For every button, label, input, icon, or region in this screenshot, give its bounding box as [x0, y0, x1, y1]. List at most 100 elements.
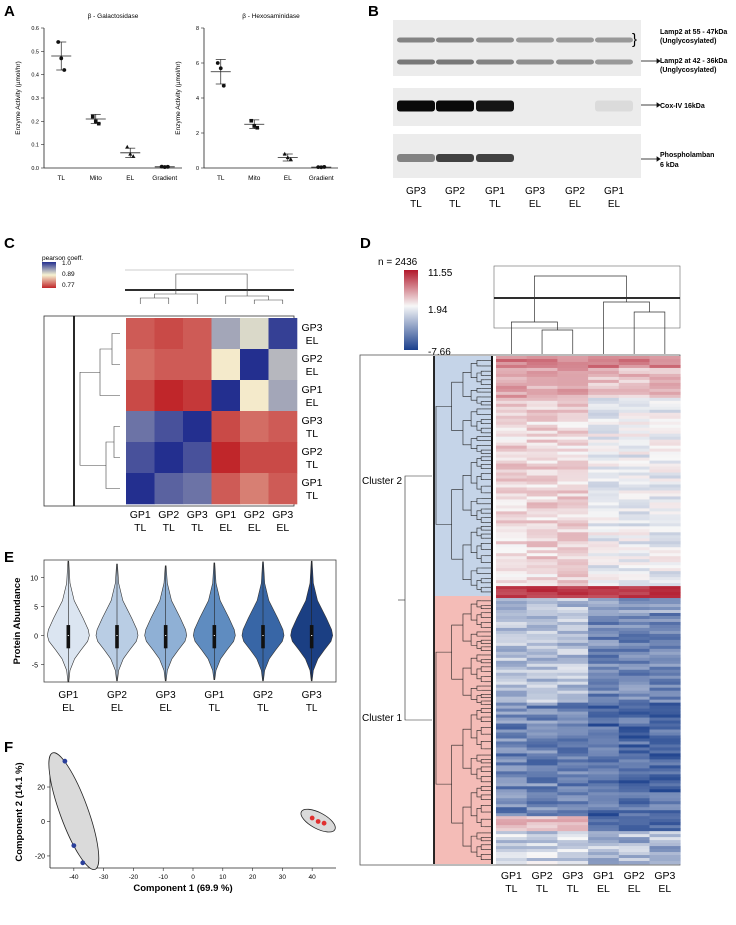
heatmap-row-cell [618, 580, 650, 584]
heatmap-row-cell [496, 636, 528, 641]
heatmap-row-cell [618, 630, 650, 635]
heatmap-row-cell [557, 457, 589, 461]
heatmap-row-cell [496, 529, 528, 533]
heatmap-row-cell [496, 732, 528, 736]
heatmap-row-cell [618, 523, 650, 527]
western-blot: GP3 TL GP2 TL GP1 TL GP3 EL GP2 EL GP1 EL Lamp2 at … [393, 20, 727, 210]
data-point [285, 155, 290, 160]
heatmap-row-cell [649, 726, 681, 730]
heatmap-row-cell [649, 765, 681, 769]
dendro-branch [480, 605, 485, 610]
data-point [159, 164, 164, 169]
data-point [252, 124, 257, 128]
heatmap-row-cell [618, 666, 650, 671]
heatmap-row-cell [618, 391, 650, 396]
heatmap-row-cell [618, 813, 650, 817]
heatmap-row-cell [526, 762, 558, 766]
heatmap-row-cell [618, 586, 650, 590]
heatmap-row-cell [557, 523, 589, 527]
dendro-branch [480, 708, 485, 713]
heatmap-row-cell [526, 466, 558, 470]
heatmap-row-cell [496, 720, 528, 724]
heatmap-row-cell [557, 610, 589, 614]
x-tick-label: 20 [249, 874, 257, 881]
heatmap-row-cell [618, 568, 650, 572]
heatmap-row-cell [557, 598, 589, 602]
heatmap-row-cell [588, 861, 620, 865]
heatmap-row-cell [588, 418, 620, 423]
col-label-group: GP2 [244, 509, 265, 521]
heatmap-row-cell [588, 529, 620, 533]
heatmap-row-cell [526, 846, 558, 850]
heatmap-row-cell [526, 484, 558, 488]
col-dendrogram [511, 275, 666, 354]
heatmap-row-cell [588, 448, 620, 453]
heatmap-row-cell [557, 361, 589, 366]
dendrograms [79, 273, 284, 489]
heatmap-row-cell [526, 642, 558, 647]
heatmap-row-cell [618, 807, 650, 811]
heatmap-row-cell [618, 687, 650, 692]
heatmap-row-cell [618, 798, 650, 802]
heatmap-row-cell [557, 723, 589, 727]
data-point [56, 40, 61, 44]
heatmap-row-cell [557, 648, 589, 653]
heatmap-row-cell [588, 807, 620, 811]
pca-plot: -40 -30 -20 -10 0 10 20 30 40 20 0 -20 Component 1 (… [14, 752, 336, 894]
heatmap-cell [154, 318, 184, 350]
dendro-branch [470, 687, 477, 700]
heatmap-row-cell [496, 478, 528, 482]
band-sub-lamp2-high: (Unglycosylated) [660, 38, 716, 45]
heatmap-row-cell [526, 394, 558, 399]
heatmap-row-cell [618, 607, 650, 611]
dendro-branch [113, 426, 120, 458]
heatmap-row-cell [649, 595, 681, 599]
heatmap-row-cell [618, 556, 650, 560]
heatmap-row-cell [526, 840, 558, 844]
heatmap-row-cell [557, 424, 589, 429]
heatmap-row-cell [588, 490, 620, 494]
dendro-branch [404, 475, 432, 721]
heatmap-row-cell [649, 633, 681, 638]
heatmap-row-cell [649, 672, 681, 677]
blot-band [476, 100, 514, 112]
heatmap-row-cell [618, 433, 650, 438]
dendro-branch [462, 544, 472, 581]
dendro-branch [462, 728, 472, 769]
heatmap-row-cell [618, 430, 650, 435]
heatmap-row-cell [496, 816, 528, 820]
heatmap-row-cell [557, 535, 589, 539]
heatmap-row-cell [588, 837, 620, 841]
heatmap-cell [211, 411, 241, 443]
heatmap-row-cell [588, 433, 620, 438]
heatmap-row-cell [496, 547, 528, 551]
heatmap-row-cell [557, 666, 589, 671]
heatmap-row-cell [588, 819, 620, 823]
blot-arrows [641, 58, 661, 162]
heatmap-row-cell [649, 412, 681, 417]
heatmap-row-cell [557, 684, 589, 689]
heatmap-row-cell [526, 825, 558, 829]
heatmap-row-cell [557, 855, 589, 859]
x-tick-label: -40 [69, 874, 79, 881]
heatmap-row-cell [588, 804, 620, 808]
heatmap-row-cell [526, 553, 558, 557]
heatmap-row-cell [526, 460, 558, 464]
heatmap-row-cell [496, 475, 528, 479]
heatmap-row-cell [588, 445, 620, 450]
heatmap-row-cell [649, 771, 681, 775]
band-label-lamp2-high: Lamp2 at 55 - 47kDa [660, 29, 727, 36]
heatmap-row-cell [618, 702, 650, 707]
heatmap-row-cell [526, 376, 558, 381]
heatmap-row-cell [496, 496, 528, 500]
heatmap-row-cell [649, 433, 681, 438]
dendro-branch [470, 603, 477, 621]
dendro-branch [470, 570, 477, 586]
heatmap-row-cell [557, 654, 589, 659]
heatmap-cell [211, 442, 241, 474]
heatmap-row-cell [557, 732, 589, 736]
heatmap-row-cell [496, 565, 528, 569]
heatmap-row-cell [649, 547, 681, 551]
heatmap-row-cell [588, 777, 620, 781]
